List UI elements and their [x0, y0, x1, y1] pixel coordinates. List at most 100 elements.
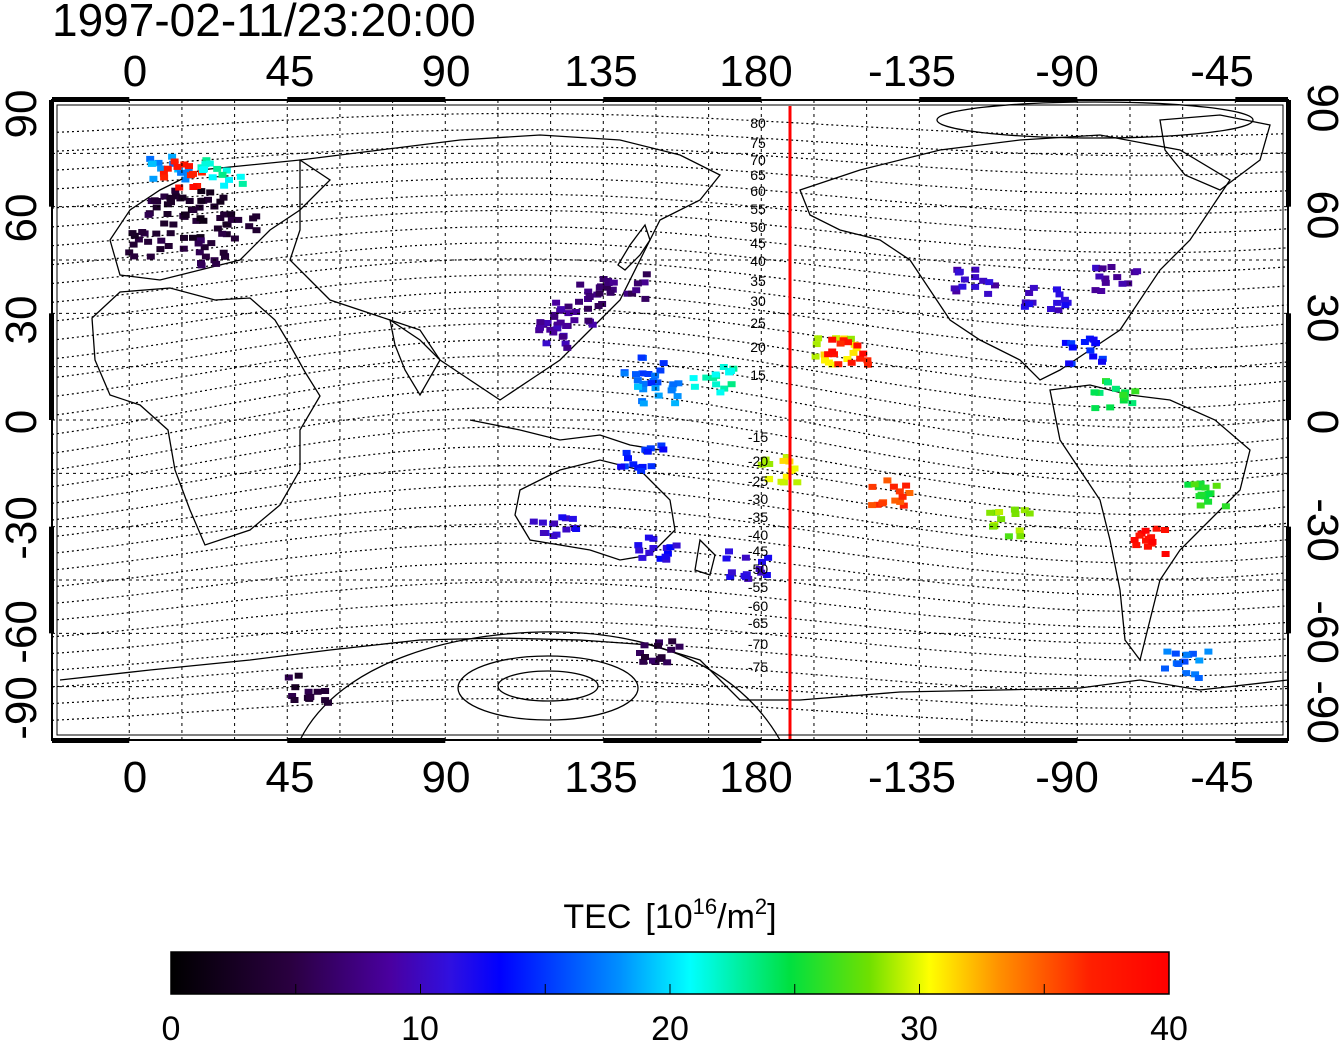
tec-pixel: [1091, 287, 1100, 294]
tec-pixel: [990, 523, 999, 530]
tec-pixel: [221, 253, 230, 260]
tec-pixel: [1197, 491, 1206, 498]
tec-pixel: [971, 274, 980, 281]
tec-pixel: [197, 188, 206, 195]
border-bar: [287, 97, 446, 102]
tec-pixel: [321, 688, 330, 694]
tec-pixel: [986, 509, 995, 516]
tec-pixel: [1188, 650, 1197, 657]
coastlines: [59, 114, 1288, 701]
tec-pixel: [604, 280, 613, 286]
tec-pixel: [979, 277, 988, 284]
tec-pixel: [1204, 498, 1213, 505]
colorbar-gradient: [170, 951, 1170, 995]
border-bar: [919, 97, 1078, 102]
tec-pixel: [1065, 360, 1074, 367]
tec-pixel: [288, 693, 297, 699]
tec-cluster: [529, 514, 581, 539]
tec-pixel: [883, 477, 892, 484]
tec-pixel: [1182, 670, 1191, 677]
tec-pixel: [656, 367, 665, 374]
coast-europe: [109, 159, 332, 281]
magnetic-contour: [52, 128, 1288, 157]
tec-pixel: [1174, 661, 1183, 667]
tec-pixel: [1098, 265, 1107, 272]
tec-pixel: [213, 225, 222, 232]
magnetic-contour: [52, 193, 1288, 234]
tec-pixel: [171, 187, 180, 194]
tec-pixel: [828, 336, 837, 343]
top-lon-label: -135: [868, 47, 956, 96]
tec-pixel: [1068, 344, 1077, 351]
tec-pixel: [170, 158, 179, 165]
tec-pixel: [584, 305, 592, 312]
border-bar: [1286, 100, 1291, 207]
tec-pixel: [1020, 303, 1029, 310]
magnetic-contour: [52, 177, 1288, 215]
tec-pixel: [202, 157, 211, 164]
tec-cluster: [1130, 525, 1170, 557]
tec-pixel: [125, 249, 134, 256]
tec-pixel: [575, 298, 583, 305]
contour-label: -55: [748, 579, 768, 595]
magnetic-contours: [52, 112, 1288, 726]
tec-cluster: [1184, 480, 1230, 510]
tec-pixel: [1148, 538, 1157, 545]
tec-pixel: [1025, 290, 1034, 296]
tec-pixel: [1029, 284, 1038, 291]
tec-pixel: [902, 482, 911, 489]
tec-pixel: [570, 317, 579, 324]
tec-pixel: [655, 655, 664, 662]
tec-pixel: [649, 545, 658, 551]
tec-pixel: [1124, 280, 1133, 287]
tec-pixel: [220, 211, 229, 218]
tec-pixel: [1104, 379, 1112, 386]
south-pole-contour-arc: [299, 631, 781, 740]
tec-pixel: [197, 260, 205, 266]
tec-pixel: [181, 176, 190, 183]
tec-pixel: [647, 463, 656, 470]
tec-pixel: [306, 694, 314, 701]
tec-cluster: [634, 380, 683, 407]
contour-label: -35: [748, 509, 768, 525]
colorbar-title-name: TEC: [563, 898, 631, 936]
tec-pixel: [617, 463, 626, 470]
tec-pixel: [1054, 307, 1063, 314]
border-bar: [49, 100, 54, 207]
magnetic-contour: [52, 145, 1288, 176]
tec-pixel: [197, 197, 206, 204]
contour-label: -40: [748, 527, 768, 543]
tec-pixel: [1190, 481, 1199, 488]
tec-pixel: [639, 386, 648, 393]
tec-pixel: [208, 174, 217, 181]
tec-pixel: [632, 371, 640, 378]
tec-pixel: [1015, 527, 1024, 534]
tec-pixel: [584, 317, 593, 324]
tec-pixel: [539, 530, 548, 536]
tec-pixel: [793, 479, 802, 486]
bottom-lon-label: -45: [1190, 753, 1254, 802]
tec-pixel: [608, 286, 617, 293]
top-lon-label: -45: [1190, 47, 1254, 96]
tec-pixel: [549, 533, 558, 539]
tec-pixel: [227, 211, 236, 218]
map-title: 1997-02-11/23:20:00: [52, 0, 476, 46]
tec-pixel: [955, 268, 964, 275]
contour-label: 25: [750, 315, 766, 331]
tec-pixel: [657, 442, 666, 449]
tec-pixel: [849, 349, 858, 356]
tec-pixel: [222, 231, 231, 238]
contour-label: -65: [748, 615, 768, 631]
tec-pixel: [313, 688, 322, 695]
tec-pixel: [1128, 400, 1137, 407]
tec-pixel: [624, 455, 632, 462]
right-lat-label: 90: [1298, 84, 1340, 133]
north-pole-contour: [936, 101, 1254, 139]
coast-north-america: [799, 134, 1231, 381]
magnetic-contour: [52, 620, 1288, 661]
tec-pixel: [204, 196, 212, 203]
tec-pixel: [167, 199, 175, 206]
tec-pixel: [814, 335, 823, 342]
tec-pixel: [673, 393, 682, 400]
